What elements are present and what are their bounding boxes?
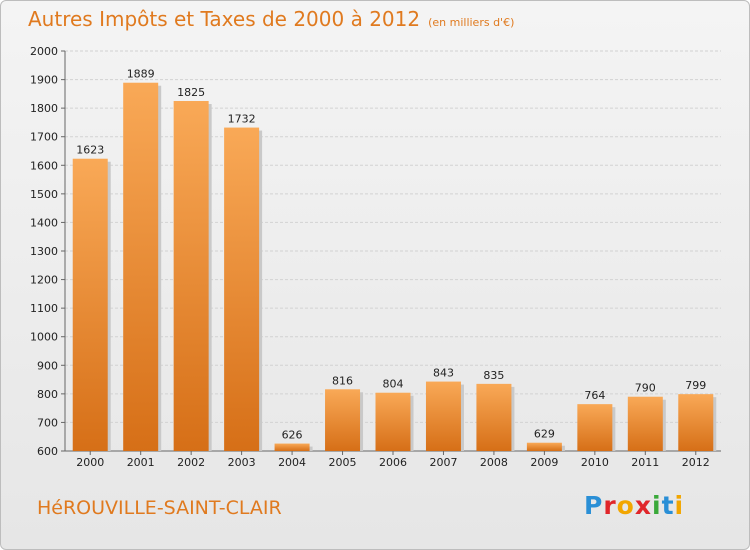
x-tick-label: 2001 bbox=[127, 456, 155, 469]
bar-2008 bbox=[476, 383, 512, 451]
x-tick-label: 2002 bbox=[177, 456, 205, 469]
value-label: 626 bbox=[282, 429, 303, 442]
value-label: 843 bbox=[433, 367, 454, 380]
y-tick-label: 2000 bbox=[30, 45, 58, 58]
value-label: 764 bbox=[584, 389, 605, 402]
proxiti-logo: Proxiti bbox=[584, 491, 685, 520]
bar-2003 bbox=[224, 127, 260, 452]
value-label: 790 bbox=[635, 382, 656, 395]
y-tick-label: 1000 bbox=[30, 331, 58, 344]
value-label: 835 bbox=[483, 369, 504, 382]
value-label: 1732 bbox=[228, 113, 256, 126]
bar-2012 bbox=[678, 394, 714, 451]
y-tick-label: 1700 bbox=[30, 131, 58, 144]
y-tick-label: 1200 bbox=[30, 274, 58, 287]
bar-2005 bbox=[325, 389, 361, 451]
x-tick-label: 2003 bbox=[228, 456, 256, 469]
x-tick-label: 2008 bbox=[480, 456, 508, 469]
y-tick-label: 1400 bbox=[30, 216, 58, 229]
x-tick-label: 2000 bbox=[76, 456, 104, 469]
y-tick-label: 1300 bbox=[30, 245, 58, 258]
y-tick-label: 1900 bbox=[30, 74, 58, 87]
y-tick-label: 800 bbox=[37, 388, 58, 401]
bar-2010 bbox=[577, 404, 613, 451]
value-label: 804 bbox=[383, 378, 404, 391]
bar-2002 bbox=[173, 101, 209, 451]
chart-title: Autres Impôts et Taxes de 2000 à 2012 (en… bbox=[28, 7, 514, 31]
bar-2007 bbox=[425, 381, 461, 451]
x-tick-label: 2012 bbox=[682, 456, 710, 469]
x-tick-label: 2009 bbox=[530, 456, 558, 469]
value-label: 816 bbox=[332, 374, 353, 387]
bar-2000 bbox=[72, 158, 108, 451]
chart-title-text: Autres Impôts et Taxes de 2000 à 2012 bbox=[28, 7, 421, 31]
y-tick-label: 1600 bbox=[30, 159, 58, 172]
bar-2004 bbox=[274, 443, 310, 451]
y-tick-label: 900 bbox=[37, 359, 58, 372]
chart-unit: (en milliers d'€) bbox=[428, 16, 515, 29]
y-tick-label: 1800 bbox=[30, 102, 58, 115]
x-tick-label: 2010 bbox=[581, 456, 609, 469]
y-tick-label: 1500 bbox=[30, 188, 58, 201]
x-tick-label: 2007 bbox=[429, 456, 457, 469]
value-label: 1889 bbox=[127, 68, 155, 81]
value-label: 1825 bbox=[177, 86, 205, 99]
y-tick-label: 1100 bbox=[30, 302, 58, 315]
x-tick-label: 2011 bbox=[631, 456, 659, 469]
value-label: 1623 bbox=[76, 144, 104, 157]
x-tick-label: 2004 bbox=[278, 456, 306, 469]
y-tick-label: 700 bbox=[37, 416, 58, 429]
bar-2006 bbox=[375, 392, 411, 451]
value-label: 629 bbox=[534, 428, 555, 441]
bar-2011 bbox=[627, 396, 663, 451]
bar-2009 bbox=[526, 442, 562, 451]
commune-name: HéROUVILLE-SAINT-CLAIR bbox=[37, 497, 282, 519]
y-tick-label: 600 bbox=[37, 445, 58, 458]
x-tick-label: 2005 bbox=[329, 456, 357, 469]
value-label: 799 bbox=[685, 379, 706, 392]
bar-2001 bbox=[123, 82, 159, 451]
x-tick-label: 2006 bbox=[379, 456, 407, 469]
